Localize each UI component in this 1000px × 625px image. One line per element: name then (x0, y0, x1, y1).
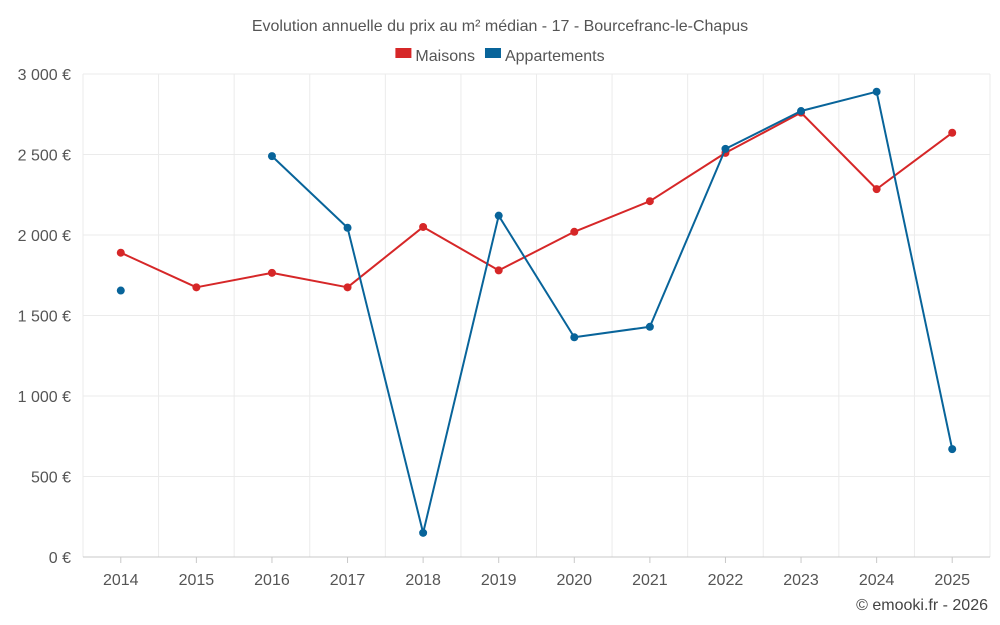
y-tick-label: 500 € (31, 470, 71, 487)
y-tick-label: 2 000 € (18, 228, 71, 245)
data-point-appartements-2022[interactable] (721, 144, 730, 153)
data-point-appartements-2025[interactable] (948, 445, 957, 454)
x-tick-label: 2022 (708, 572, 744, 589)
series (116, 87, 957, 537)
x-tick-label: 2014 (103, 572, 139, 589)
x-tick-label: 2021 (632, 572, 668, 589)
data-point-maisons-2025[interactable] (948, 128, 957, 137)
data-point-maisons-2015[interactable] (192, 283, 201, 292)
legend: Maisons Appartements (395, 48, 605, 65)
x-tick-label: 2025 (934, 572, 970, 589)
x-tick-label: 2018 (405, 572, 441, 589)
x-tick-label: 2023 (783, 572, 819, 589)
y-tick-label: 2 500 € (18, 148, 71, 165)
x-tick-label: 2016 (254, 572, 290, 589)
credit: © emooki.fr - 2026 (856, 597, 988, 614)
data-point-maisons-2016[interactable] (267, 268, 276, 277)
y-axis: 0 € 500 € 1 000 € 1 500 € 2 000 € 2 500 € 3 00… (18, 67, 71, 567)
data-point-appartements-2017[interactable] (343, 223, 352, 232)
x-tick-label: 2015 (179, 572, 215, 589)
series-appartements (116, 87, 957, 537)
data-point-appartements-2018[interactable] (419, 528, 428, 537)
data-point-maisons-2021[interactable] (645, 197, 654, 206)
data-point-maisons-2018[interactable] (419, 222, 428, 231)
y-tick-label: 3 000 € (18, 67, 71, 84)
y-tick-label: 1 500 € (18, 309, 71, 326)
legend-swatch-maisons (395, 48, 412, 58)
data-point-appartements-2014[interactable] (116, 286, 125, 295)
data-point-maisons-2024[interactable] (872, 185, 881, 194)
x-tick-label: 2020 (556, 572, 592, 589)
data-point-maisons-2017[interactable] (343, 283, 352, 292)
series-line-maisons (120, 111, 953, 289)
x-axis: 2014 2015 2016 2017 2018 2019 2020 2021 2022 2023… (83, 556, 990, 589)
series-line-appartements (271, 90, 954, 534)
grid (82, 73, 991, 557)
y-tick-label: 1 000 € (18, 389, 71, 406)
data-point-appartements-2023[interactable] (797, 107, 806, 116)
data-point-maisons-2020[interactable] (570, 227, 579, 236)
data-point-appartements-2021[interactable] (645, 322, 654, 331)
legend-label-maisons: Maisons (415, 48, 475, 65)
x-tick-label: 2017 (330, 572, 366, 589)
x-tick-label: 2019 (481, 572, 517, 589)
data-point-appartements-2019[interactable] (494, 211, 503, 220)
data-point-appartements-2020[interactable] (570, 333, 579, 342)
data-point-appartements-2024[interactable] (872, 87, 881, 96)
legend-swatch-appartements (484, 48, 501, 58)
y-tick-label: 0 € (49, 550, 71, 567)
data-point-maisons-2019[interactable] (494, 266, 503, 275)
x-tick-label: 2024 (859, 572, 895, 589)
chart-title: Evolution annuelle du prix au m² médian … (252, 18, 748, 35)
data-point-maisons-2014[interactable] (116, 248, 125, 257)
data-point-appartements-2016[interactable] (267, 152, 276, 161)
legend-label-appartements: Appartements (505, 48, 605, 65)
